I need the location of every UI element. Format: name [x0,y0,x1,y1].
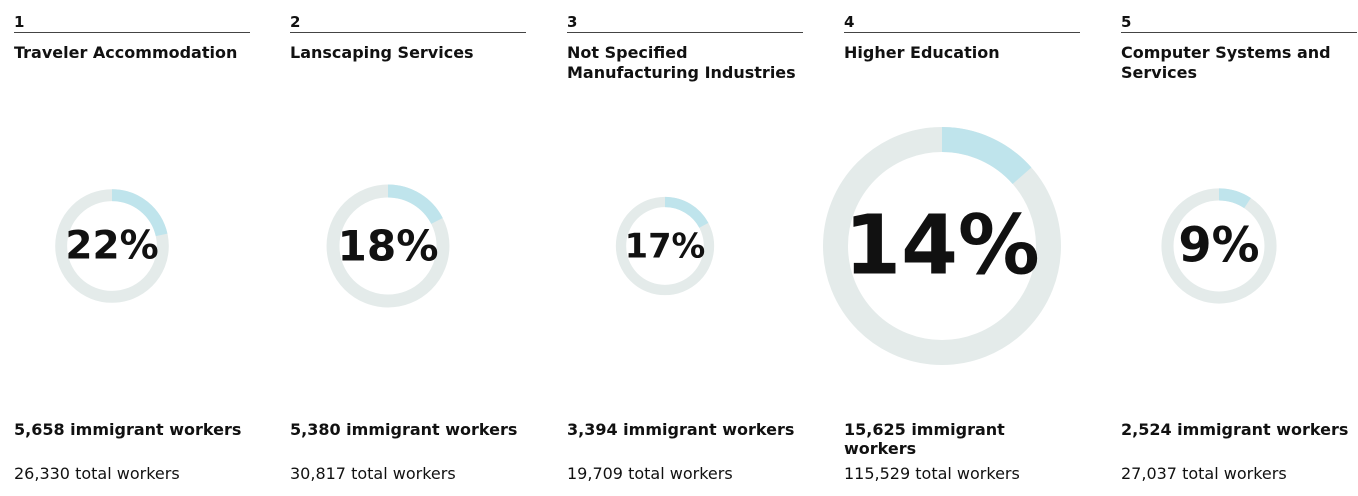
immigrant-workers: 2,524 immigrant workers [1121,420,1357,439]
total-workers: 27,037 total workers [1121,464,1357,484]
percent-label: 22% [65,224,158,269]
immigrant-workers: 5,658 immigrant workers [14,420,250,439]
total-workers: 26,330 total workers [14,464,250,484]
immigrant-workers: 3,394 immigrant workers [567,420,803,439]
donut-share-arc [1219,194,1248,203]
total-workers: 19,709 total workers [567,464,803,484]
percent-label: 14% [844,199,1040,294]
percent-label: 9% [1178,219,1259,274]
percent-label: 18% [338,222,439,271]
immigrant-workers: 15,625 immigrant workers [844,420,1080,458]
percent-label: 17% [625,227,706,266]
total-workers: 115,529 total workers [844,464,1080,484]
total-workers: 30,817 total workers [290,464,526,484]
donut-share-arc [665,202,704,225]
industry-column-2: 2 Lanscaping Services 18% 5,380 immigran… [290,14,526,492]
industry-column-1: 1 Traveler Accommodation 22% 5,658 immig… [14,14,250,492]
industry-column-3: 3 Not Specified Manufacturing Industries… [567,14,803,492]
industry-column-5: 5 Computer Systems and Services 9% 2,524… [1121,14,1357,492]
donut-share-arc [942,139,1022,175]
donut-share-arc [388,191,437,221]
immigrant-workers: 5,380 immigrant workers [290,420,526,439]
industry-column-4: 4 Higher Education 14% 15,625 immigrant … [844,14,1080,492]
